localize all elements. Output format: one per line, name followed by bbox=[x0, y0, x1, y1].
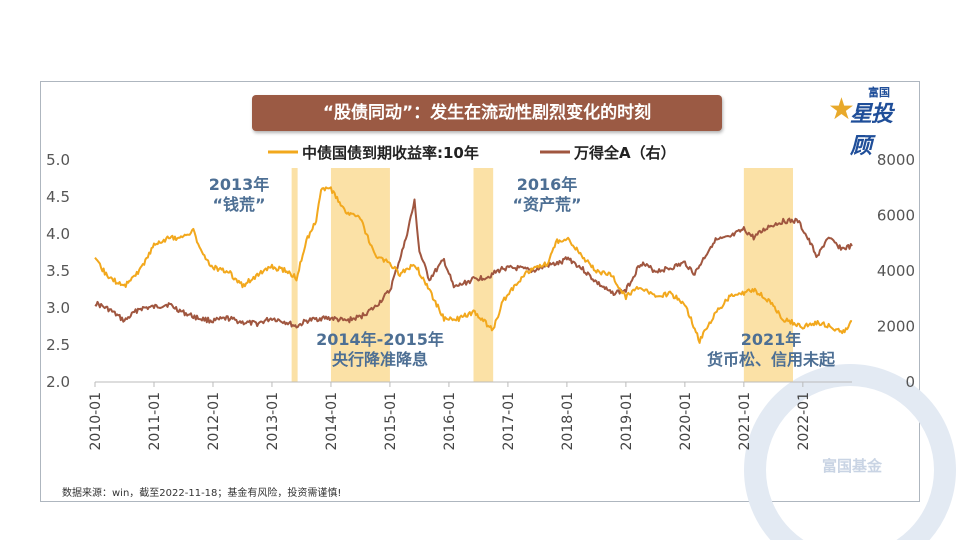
y-right-tick-label: 0 bbox=[905, 373, 915, 391]
x-tick-label: 2020-01 bbox=[678, 392, 694, 451]
y-left-tick-label: 2.5 bbox=[46, 336, 70, 354]
y-left-tick-label: 5.0 bbox=[46, 151, 70, 169]
x-tick-label: 2018-01 bbox=[560, 392, 576, 451]
annotation-3: 2021年货币松、信用未起 bbox=[707, 330, 836, 369]
y-right-tick-label: 8000 bbox=[877, 151, 915, 169]
logo-main-text: 星投顾 bbox=[850, 102, 893, 159]
annotation-1: 2014年-2015年央行降准降息 bbox=[316, 330, 444, 369]
y-right-tick-label: 6000 bbox=[877, 207, 915, 225]
watermark-text: 富国基金 bbox=[822, 457, 883, 475]
annotations: 2013年“钱荒” 2014年-2015年央行降准降息 2016年“资产荒” 2021… bbox=[209, 175, 836, 369]
brand-logo: ★ 富国 星投顾 bbox=[828, 84, 908, 159]
x-tick-label: 2017-01 bbox=[501, 392, 517, 451]
chart-title: “股债同动”：发生在流动性剧烈变化的时刻 bbox=[252, 95, 722, 131]
x-tick-label: 2014-01 bbox=[324, 392, 340, 451]
x-tick-label: 2011-01 bbox=[147, 392, 163, 451]
x-tick-label: 2021-01 bbox=[737, 392, 753, 451]
y-left-tick-label: 4.0 bbox=[46, 225, 70, 243]
x-tick-label: 2013-01 bbox=[265, 392, 281, 451]
y-left-tick-label: 3.5 bbox=[46, 262, 70, 280]
y-left-tick-label: 4.5 bbox=[46, 188, 70, 206]
legend: 中债国债到期收益率:10年 万得全A（右） bbox=[268, 144, 676, 162]
logo-small-text: 富国 bbox=[868, 86, 890, 99]
shaded-period-3 bbox=[743, 168, 794, 382]
data-source-note: 数据来源：win，截至2022-11-18；基金有风险，投资需谨慎! bbox=[62, 488, 342, 499]
series-line-wind-all-a bbox=[94, 198, 853, 329]
watermark-icon bbox=[744, 364, 956, 540]
series-lines bbox=[94, 186, 853, 344]
annotation-0: 2013年“钱荒” bbox=[209, 175, 270, 214]
x-tick-label: 2012-01 bbox=[206, 392, 222, 451]
x-tick-label: 2016-01 bbox=[442, 392, 458, 451]
legend-label-index: 万得全A（右） bbox=[573, 144, 676, 162]
x-tick-label: 2019-01 bbox=[619, 392, 635, 451]
y-right-tick-label: 2000 bbox=[877, 318, 915, 336]
series-line-10y-yield bbox=[94, 186, 853, 344]
y-left-tick-label: 2.0 bbox=[46, 373, 70, 391]
x-tick-label: 2015-01 bbox=[383, 392, 399, 451]
x-tick-label: 2022-01 bbox=[796, 392, 812, 451]
x-tick-label: 2010-01 bbox=[88, 392, 104, 451]
star-icon: ★ bbox=[828, 92, 855, 127]
shaded-periods bbox=[291, 168, 794, 382]
axes: 2.0 2.5 3.0 3.5 4.0 4.5 5.0 0 2000 4000 6000 8000 20… bbox=[46, 151, 915, 451]
shaded-period-2 bbox=[473, 168, 494, 382]
y-left-tick-label: 3.0 bbox=[46, 299, 70, 317]
y-right-tick-label: 4000 bbox=[877, 262, 915, 280]
annotation-2: 2016年“资产荒” bbox=[512, 175, 581, 214]
legend-label-yield: 中债国债到期收益率:10年 bbox=[302, 144, 479, 162]
